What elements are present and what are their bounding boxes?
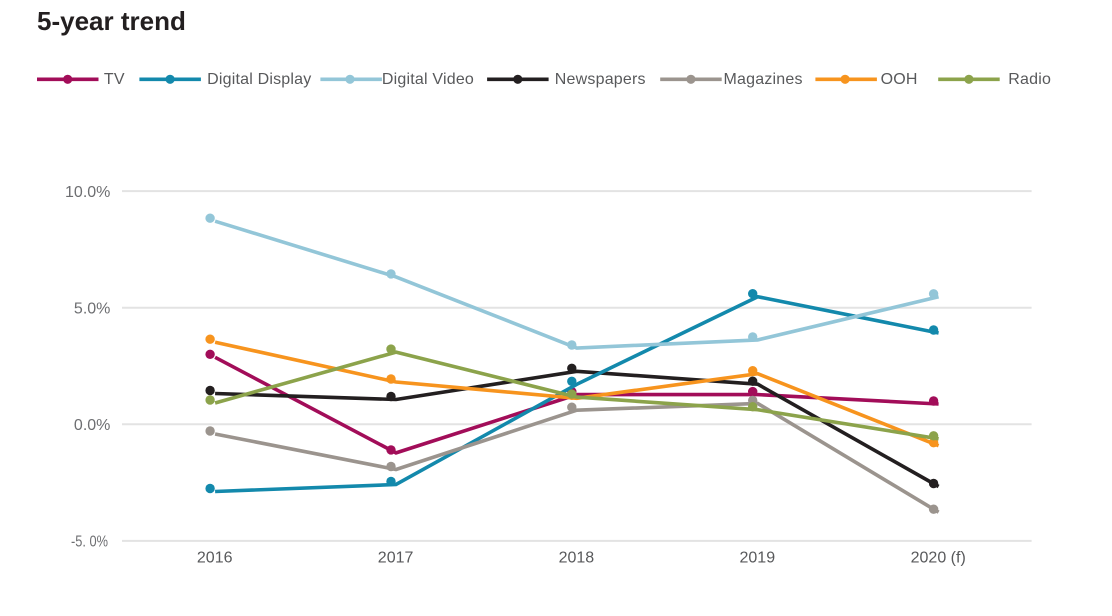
- svg-text:Radio: Radio: [1008, 71, 1051, 88]
- svg-text:5.0%: 5.0%: [74, 301, 110, 318]
- svg-text:Magazines: Magazines: [724, 71, 803, 88]
- svg-text:OOH: OOH: [881, 71, 918, 88]
- svg-text:Digital Video: Digital Video: [382, 71, 474, 88]
- svg-text:2016: 2016: [197, 550, 233, 567]
- svg-text:Newspapers: Newspapers: [555, 71, 646, 88]
- svg-text:5-year trend: 5-year trend: [37, 6, 186, 36]
- svg-text:2018: 2018: [559, 550, 595, 567]
- svg-text:-5. 0%: -5. 0%: [71, 534, 108, 551]
- svg-text:0.0%: 0.0%: [74, 417, 110, 434]
- svg-text:TV: TV: [104, 71, 125, 88]
- svg-text:Digital Display: Digital Display: [207, 71, 311, 88]
- svg-text:2017: 2017: [378, 550, 414, 567]
- svg-text:2019: 2019: [740, 550, 776, 567]
- svg-text:2020 (f): 2020 (f): [911, 550, 966, 567]
- svg-text:10.0%: 10.0%: [65, 184, 110, 201]
